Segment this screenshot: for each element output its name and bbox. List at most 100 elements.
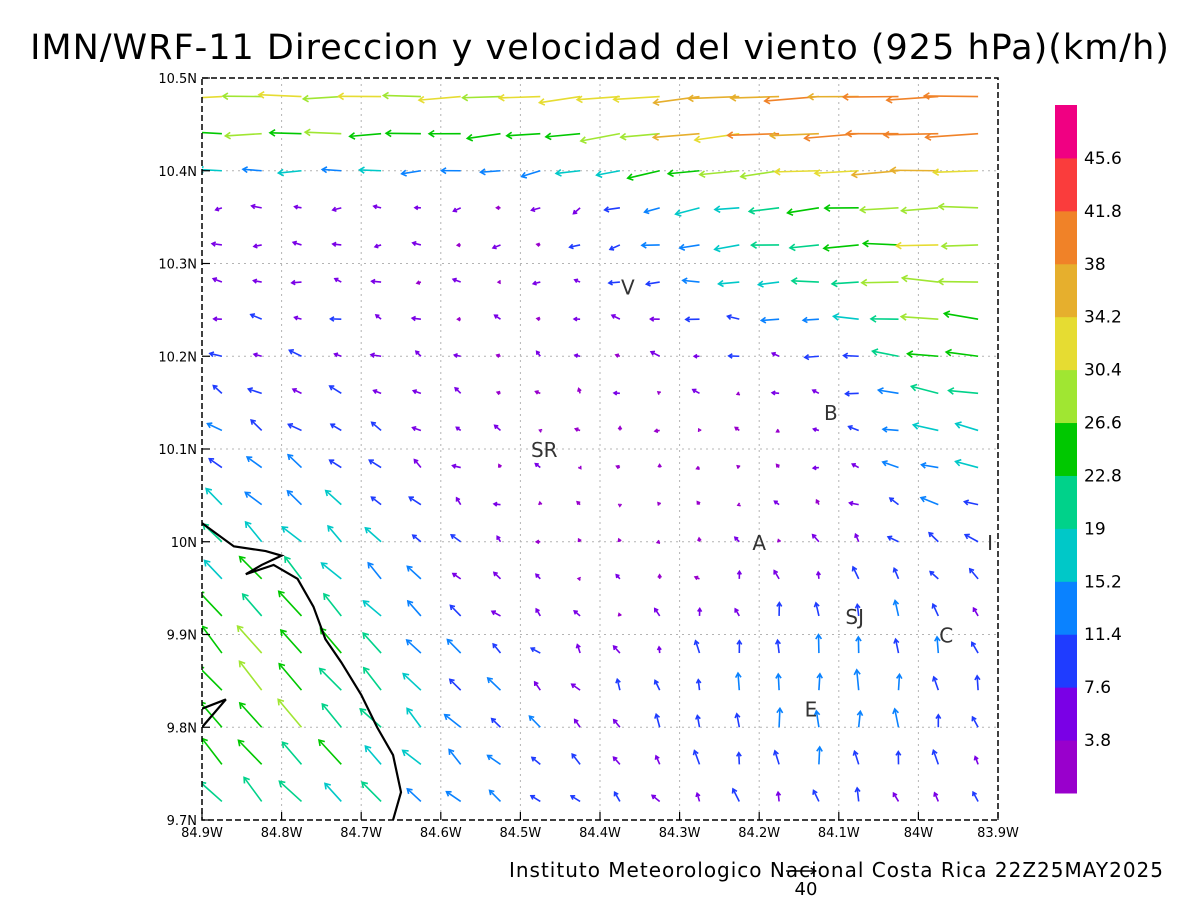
wind-vector [579,132,621,144]
wind-vector [277,698,303,728]
wind-vector [697,607,703,616]
wind-vector-head [612,718,618,724]
wind-vector-head [413,458,419,464]
wind-vector-head [281,741,289,749]
wind-vector-head [911,422,920,430]
wind-vector [287,453,303,469]
wind-vector [871,348,899,358]
wind-vector [577,387,582,394]
wind-vector-shaft [814,169,859,175]
wind-vector-head [893,637,900,644]
x-tick-label: 84.7W [340,826,382,841]
wind-vector-shaft [596,169,621,176]
wind-vector-shaft [892,792,900,802]
wind-vector [919,495,939,506]
wind-vector-head [871,348,879,356]
wind-vector-head [812,789,818,795]
footer-credit: Instituto Meteorologico Nacional Costa R… [508,858,1164,882]
wind-vector [947,387,979,395]
wind-vector-head [684,316,691,323]
wind-vector [284,555,303,580]
wind-vector-head [617,612,622,617]
wind-vector [776,706,784,728]
wind-vector-head [202,701,206,705]
wind-vector [496,279,502,285]
wind-vector [573,718,581,728]
wind-vector-shaft [812,534,820,543]
x-tick-label: 84.8W [261,826,303,841]
wind-vector-head [362,600,370,607]
wind-vector-shaft [322,168,342,172]
wind-vector-shaft [278,663,303,691]
wind-vector-head [693,135,701,144]
wind-vector-shaft [732,788,741,802]
wind-vector-shaft [212,277,223,283]
wind-vector [408,496,422,506]
wind-vector-head [520,171,528,179]
wind-vector-shaft [749,207,780,213]
wind-vector-head [238,701,246,710]
wind-vector [962,499,979,506]
wind-vector-head [944,348,952,357]
wind-vector-shaft [714,207,740,211]
wind-vector [803,132,859,142]
wind-vector-head [496,279,502,285]
wind-vector-shaft [370,353,382,358]
wind-vector [406,707,422,728]
wind-vector-shaft [291,281,302,284]
wind-vector [415,280,422,285]
wind-vector-shaft [714,244,740,251]
wind-vector-head [614,353,620,358]
wind-vector-head [735,751,742,757]
wind-vector-head [942,310,951,319]
wind-vector [651,132,700,141]
wind-vector [573,278,581,284]
wind-vector-shaft [727,315,740,320]
wind-vector-head [889,166,897,175]
wind-vector-head [427,129,435,138]
place-labels: V SR B A I SJ C E [531,276,993,722]
wind-vector-head [320,166,328,174]
wind-vector [726,314,740,320]
wind-vector [452,353,461,359]
wind-vector [695,791,701,802]
wind-vector [277,590,303,617]
wind-vector [928,531,939,543]
wind-vector-head [657,501,662,506]
wind-vector [727,353,740,359]
x-tick-label: 84.9W [181,826,223,841]
wind-vector-head [538,428,543,433]
wind-vector-head [731,787,738,794]
wind-vector-head [773,167,781,176]
wind-vector-head [612,95,620,104]
wind-vector [529,794,541,803]
wind-vector-shaft [878,389,899,395]
wind-vector-head [932,168,940,177]
wind-vector [411,534,422,543]
wind-vector-head [928,531,934,538]
wind-vector [488,789,502,803]
wind-vector-head [529,647,536,653]
wind-vector [497,463,502,468]
wind-vector-head [619,132,627,141]
wind-vector-head [445,790,452,797]
wind-vector-head [362,666,370,674]
wind-vector-head [788,243,796,252]
wind-vector-shaft [620,132,660,138]
wind-vector-head [303,128,311,137]
wind-vector [381,91,421,100]
wind-vector [888,497,899,506]
wind-vector [406,599,422,617]
wind-vector-head [573,427,579,432]
wind-vector-shaft [886,95,939,101]
wind-vector [649,316,660,322]
wind-vector-head [287,422,294,429]
wind-vector-head [691,388,697,394]
wind-vector-shaft [882,428,899,432]
wind-vector-shaft [758,281,780,286]
coastline [202,522,403,820]
wind-vector-head [856,709,864,717]
wind-vector-head [924,133,932,141]
wind-vector-head [696,500,701,505]
wind-vector-head [657,463,662,468]
